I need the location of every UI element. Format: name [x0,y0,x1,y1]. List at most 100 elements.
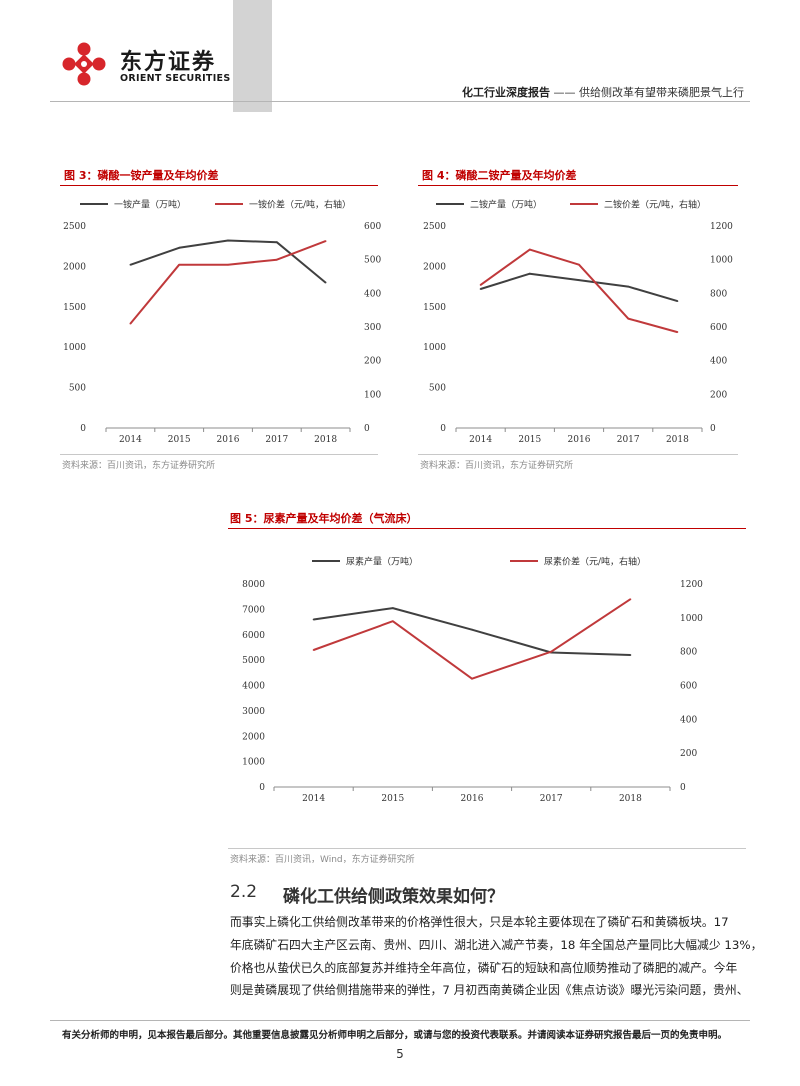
y-right-tick-label: 800 [710,289,727,299]
y-right-tick-label: 1000 [680,614,703,624]
data-point [676,300,679,303]
figure-5-source: 资料来源：百川资讯，Wind，东方证券研究所 [230,855,415,865]
footer-divider [50,1020,750,1021]
y-right-tick-label: 400 [680,715,697,725]
series-line [313,598,631,680]
data-point [275,258,278,261]
data-point [178,263,181,266]
page-number: 5 [396,1047,404,1061]
figure-3-source: 资料来源：百川资讯，东方证券研究所 [62,461,216,471]
y-left-tick-label: 3000 [242,707,265,717]
data-point [471,628,473,631]
x-tick-label: 2016 [217,435,240,445]
x-tick-label: 2018 [619,794,642,804]
y-right-tick-label: 200 [364,357,381,367]
y-right-tick-label: 0 [710,424,716,434]
data-point [629,654,632,656]
y-right-tick-label: 600 [364,222,381,232]
data-point [129,263,132,266]
company-name-cn: 东方证券 [120,50,217,75]
x-tick-label: 2017 [617,435,640,445]
y-left-tick-label: 8000 [242,580,265,590]
y-left-tick-label: 2000 [242,732,265,742]
data-point [391,620,394,623]
y-right-tick-label: 200 [680,749,697,759]
y-left-tick-label: 1000 [423,343,446,353]
section-number: 2.2 [230,882,258,902]
data-point [324,281,327,284]
data-point [471,677,473,680]
y-left-tick-label: 4000 [242,682,265,692]
x-tick-label: 2018 [314,435,337,445]
x-tick-label: 2017 [265,435,288,445]
header-gray-band [233,0,272,112]
series-line [480,272,678,303]
y-left-tick-label: 2500 [63,222,86,232]
data-point [275,241,278,244]
y-left-tick-label: 1500 [63,303,86,313]
y-left-tick-label: 2000 [423,262,446,272]
data-point [324,240,327,243]
x-tick-label: 2015 [381,794,404,804]
y-left-tick-label: 500 [69,384,86,394]
series-line [129,240,326,325]
report-category: 化工行业深度报告 [462,86,550,99]
data-point [578,279,580,282]
x-tick-label: 2015 [168,435,191,445]
y-right-tick-label: 1200 [710,222,733,232]
figure-5-chart: 尿素产量（万吨） 尿素价差（元/吨，右轴）01000200030004000500… [242,556,703,805]
section-paragraph: 而事实上磷化工供给侧改革带来的价格弹性很大，只是本轮主要体现在了磷矿石和黄磷板块… [230,911,763,1002]
y-left-tick-label: 0 [440,424,446,434]
series-line [480,248,678,334]
y-right-tick-label: 500 [364,256,381,266]
y-right-tick-label: 200 [710,390,727,400]
y-left-tick-label: 1000 [242,758,265,768]
y-right-tick-label: 800 [680,648,697,658]
x-tick-label: 2016 [568,435,591,445]
x-tick-label: 2018 [666,435,689,445]
figure-3-rule [60,185,378,186]
data-point [627,317,630,320]
paragraph-line: 则是黄磷展现了供给侧措施带来的弹性，7 月初西南黄磷企业因《焦点访谈》曝光污染问… [230,983,749,998]
data-point [479,288,482,290]
y-right-tick-label: 400 [364,289,381,299]
data-point [312,618,315,621]
report-header: 化工行业深度报告 —— 供给侧改革有望带来磷肥景气上行 [462,84,744,100]
data-point [528,272,531,275]
data-point [676,331,679,333]
y-left-tick-label: 0 [80,424,86,434]
y-left-tick-label: 5000 [242,656,265,666]
y-left-tick-label: 2500 [423,222,446,232]
x-tick-label: 2015 [518,435,541,445]
figure-5-bottom-rule [228,848,746,849]
data-point [550,650,553,653]
y-right-tick-label: 600 [680,682,697,692]
x-tick-label: 2014 [119,435,142,445]
figure-4-title: 图 4：磷酸二铵产量及年均价差 [422,169,577,182]
x-tick-label: 2014 [469,435,492,445]
y-right-tick-label: 300 [364,323,381,333]
data-point [479,284,482,286]
paragraph-line: 年底磷矿石四大主产区云南、贵州、四川、湖北进入减产节奏，18 年全国总产量同比大… [230,937,763,952]
data-point [629,598,632,601]
y-right-tick-label: 1000 [710,256,733,266]
data-point [391,607,394,610]
y-left-tick-label: 2000 [63,262,86,272]
y-left-tick-label: 0 [259,783,265,793]
legend-label: 尿素产量（万吨） [346,556,418,568]
y-left-tick-label: 1500 [423,303,446,313]
series-line [130,239,327,284]
figure-3-chart: 一铵产量（万吨） 一铵价差（元/吨，右轴）05001000150020002500… [63,199,381,446]
legend-label: 一铵产量（万吨） [114,199,186,211]
orient-securities-logo-icon [62,42,106,86]
data-point [627,285,630,288]
y-left-tick-label: 1000 [63,343,86,353]
header-divider [50,101,750,102]
footer-disclaimer: 有关分析师的申明，见本报告最后部分。其他重要信息披露见分析师申明之后部分，或请与… [62,1030,728,1041]
y-right-tick-label: 1200 [680,580,703,590]
figure-4-rule [418,185,738,186]
y-right-tick-label: 0 [364,424,370,434]
data-point [578,263,580,266]
figure-4-chart: 二铵产量（万吨） 二铵价差（元/吨，右轴）05001000150020002500… [423,199,733,446]
y-right-tick-label: 600 [710,323,727,333]
